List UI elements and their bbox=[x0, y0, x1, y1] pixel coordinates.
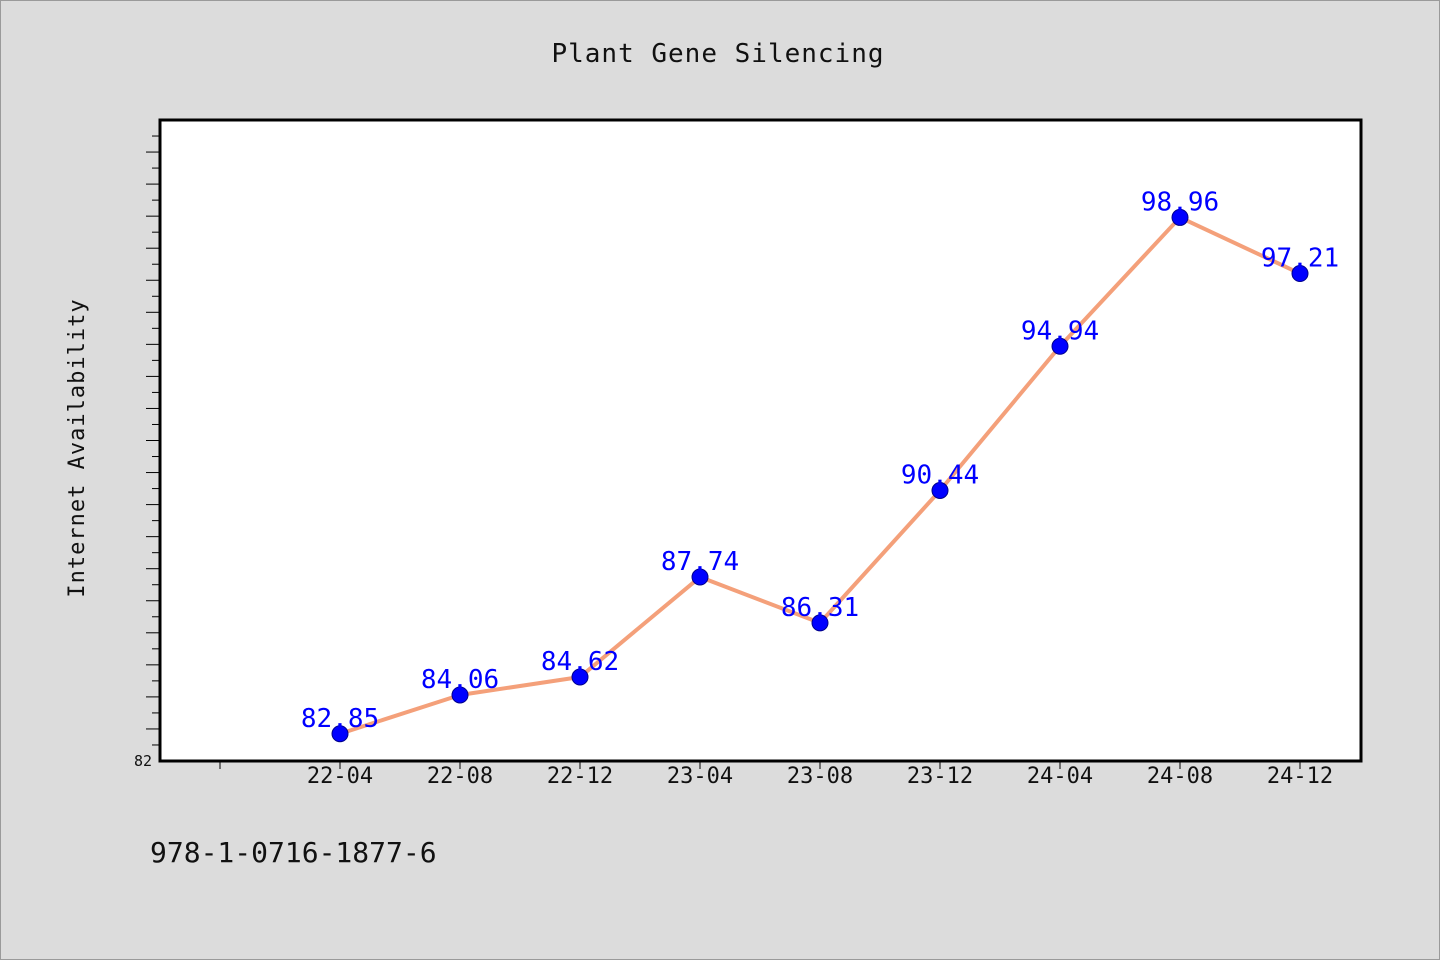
data-point bbox=[1291, 265, 1309, 283]
y-axis-label: Internet Availability bbox=[65, 298, 90, 597]
data-label: 84.62 bbox=[541, 647, 619, 677]
data-label: 87.74 bbox=[661, 547, 739, 577]
data-point bbox=[1051, 337, 1069, 355]
x-tick-label: 22-04 bbox=[307, 764, 373, 789]
x-tick-label: 24-08 bbox=[1147, 764, 1213, 789]
data-point bbox=[451, 686, 469, 704]
data-label: 90.44 bbox=[901, 460, 979, 490]
data-point bbox=[571, 668, 589, 686]
data-label: 98.96 bbox=[1141, 187, 1219, 217]
data-label: 86.31 bbox=[781, 593, 859, 623]
x-tick-label: 23-08 bbox=[787, 764, 853, 789]
data-point bbox=[1171, 208, 1189, 226]
plot-area bbox=[158, 118, 1363, 763]
y-tick-label: 82 bbox=[134, 752, 152, 770]
x-axis-ticks: 22-04 22-08 22-12 23-04 23-08 23-12 24-04 24-08… bbox=[219, 761, 1333, 789]
data-label: 84.06 bbox=[421, 665, 499, 695]
x-tick-label: 23-04 bbox=[667, 764, 733, 789]
footer-isbn: 978-1-0716-1877-6 bbox=[150, 836, 437, 869]
data-point bbox=[811, 614, 829, 632]
x-tick-label: 23-12 bbox=[907, 764, 973, 789]
x-tick-label: 24-12 bbox=[1267, 764, 1333, 789]
data-label: 82.85 bbox=[301, 704, 379, 734]
data-point bbox=[331, 725, 349, 743]
data-label: 97.21 bbox=[1261, 244, 1339, 274]
chart-title: Plant Gene Silencing bbox=[551, 39, 884, 69]
y-axis-ticks: 82 bbox=[134, 135, 160, 770]
x-tick-label: 22-12 bbox=[547, 764, 613, 789]
x-tick-label: 22-08 bbox=[427, 764, 493, 789]
data-point bbox=[931, 481, 949, 499]
data-label: 94.94 bbox=[1021, 316, 1099, 346]
data-point bbox=[691, 568, 709, 586]
x-tick-label: 24-04 bbox=[1027, 764, 1093, 789]
series-layer: 82.85 84.06 84.62 87.74 86.31 90.44 94.94 98.96… bbox=[301, 187, 1339, 743]
